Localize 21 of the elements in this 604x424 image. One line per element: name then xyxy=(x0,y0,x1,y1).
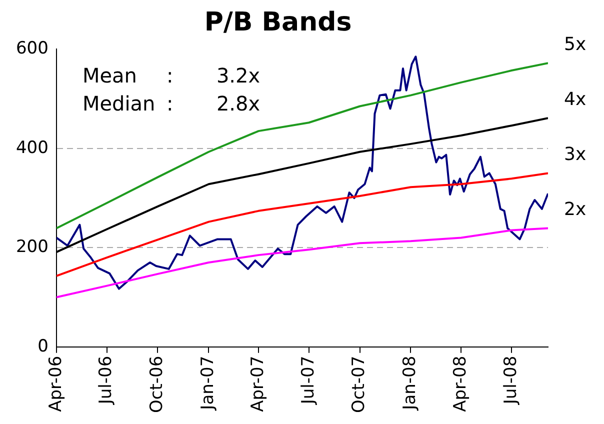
series-label: 4x xyxy=(564,88,586,110)
series-label: 2x xyxy=(564,198,586,220)
x-tick-label: Jul-08 xyxy=(500,356,521,406)
x-tick-label: Apr-07 xyxy=(248,356,268,412)
series-label: 5x xyxy=(564,34,586,55)
chart-title: P/B Bands xyxy=(204,7,352,38)
text: Median : 2.8x xyxy=(82,91,260,116)
y-tick-label: 400 xyxy=(16,138,48,158)
y-tick-label: 600 xyxy=(16,38,48,59)
text: Mean : 3.2x xyxy=(82,63,260,88)
y-tick-label: 0 xyxy=(38,336,48,356)
x-tick-label: Jul-06 xyxy=(96,356,116,406)
x-tick-label: Apr-08 xyxy=(450,356,471,412)
x-tick-label: Jan-07 xyxy=(198,356,218,411)
x-tick-label: Apr-06 xyxy=(46,356,66,412)
x-tick-label: Jul-07 xyxy=(298,356,318,406)
series-label: 3x xyxy=(564,144,586,165)
x-tick-label: Oct-06 xyxy=(147,356,168,414)
y-tick-label: 200 xyxy=(16,237,48,258)
x-tick-label: Jan-08 xyxy=(400,356,420,411)
x-tick-label: Oct-07 xyxy=(349,356,370,414)
